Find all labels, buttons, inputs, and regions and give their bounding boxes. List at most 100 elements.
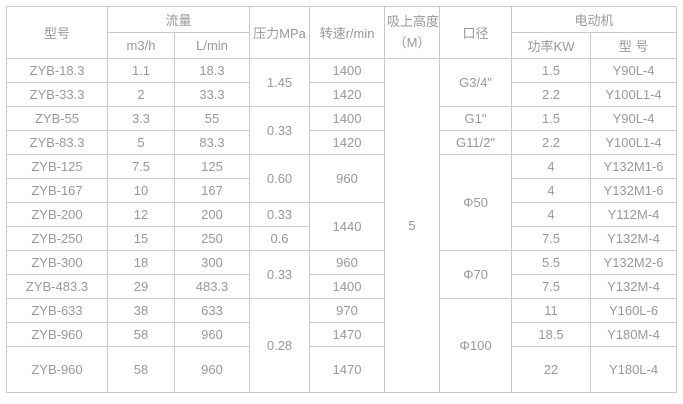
model-cell: ZYB-125 (6, 154, 108, 179)
flow-lmin-cell: 55 (173, 106, 251, 131)
table-row: ZYB-167 10 167 4 Y132M1-6 (6, 178, 678, 203)
speed-cell: 1400 (309, 58, 386, 83)
motor-power-cell: 7.5 (511, 226, 592, 251)
table-row: ZYB-483.3 29 483.3 1400 7.5 Y132M-4 (6, 274, 678, 299)
diameter-cell: Φ50 (439, 154, 513, 251)
model-cell: ZYB-960 (6, 322, 108, 347)
motor-model-cell: Y160L-6 (590, 298, 678, 323)
model-cell: ZYB-167 (6, 178, 108, 203)
speed-cell: 1420 (309, 82, 386, 107)
model-cell: ZYB-300 (6, 250, 108, 275)
flow-lmin-cell: 250 (173, 226, 251, 251)
flow-m3h-cell: 12 (107, 202, 175, 227)
model-cell: ZYB-483.3 (6, 274, 108, 299)
table-row: ZYB-633 38 633 0.28 970 Φ100 11 Y160L-6 (6, 298, 678, 393)
header-speed: 转速r/min (309, 6, 386, 59)
header-diameter: 口径 (439, 6, 513, 59)
motor-model-cell: Y132M-4 (590, 274, 678, 299)
diameter-cell: G3/4" (439, 58, 513, 107)
flow-m3h-cell: 10 (107, 178, 175, 203)
table-row: ZYB-960 58 960 1470 22 Y180L-4 (6, 346, 678, 393)
header-flow-lmin: L/min (173, 32, 251, 59)
motor-model-cell: Y90L-4 (590, 58, 678, 83)
flow-lmin-cell: 960 (173, 322, 251, 347)
motor-model-cell: Y100L1-4 (590, 82, 678, 107)
flow-m3h-cell: 1.1 (107, 58, 175, 83)
header-row-1: 型号 流量 压力MPa 转速r/min 吸上高度 （M） 口径 电动机 (6, 6, 678, 59)
model-cell: ZYB-633 (6, 298, 108, 323)
motor-power-cell: 22 (511, 346, 592, 393)
speed-cell: 960 (309, 250, 386, 275)
flow-m3h-cell: 58 (107, 346, 175, 393)
flow-lmin-cell: 200 (173, 202, 251, 227)
flow-m3h-cell: 38 (107, 298, 175, 323)
pressure-cell: 0.6 (249, 226, 311, 251)
header-suction-line2: （M） (393, 34, 431, 50)
model-cell: ZYB-83.3 (6, 130, 108, 155)
model-cell: ZYB-250 (6, 226, 108, 251)
pressure-cell: 0.33 (249, 250, 311, 299)
header-flow-m3h: m3/h (107, 32, 175, 59)
motor-model-cell: Y90L-4 (590, 106, 678, 131)
speed-cell: 1470 (309, 322, 386, 347)
motor-model-cell: Y132M1-6 (590, 154, 678, 179)
table-row: ZYB-125 7.5 125 0.60 960 Φ50 4 Y132M1-6 (6, 154, 678, 251)
motor-power-cell: 4 (511, 178, 592, 203)
table-body: ZYB-18.3 1.1 18.3 1.45 1400 5 G3/4" 1.5 Y90L-4 ZY… (6, 58, 678, 393)
motor-power-cell: 7.5 (511, 274, 592, 299)
pressure-cell: 1.45 (249, 58, 311, 107)
motor-power-cell: 1.5 (511, 58, 592, 83)
table-row: ZYB-33.3 2 33.3 1420 2.2 Y100L1-4 (6, 82, 678, 107)
header-model: 型号 (6, 6, 108, 59)
diameter-cell: Φ100 (439, 298, 513, 393)
flow-m3h-cell: 18 (107, 250, 175, 275)
model-cell: ZYB-200 (6, 202, 108, 227)
speed-cell: 1400 (309, 106, 386, 131)
flow-lmin-cell: 167 (173, 178, 251, 203)
motor-power-cell: 4 (511, 154, 592, 179)
flow-lmin-cell: 483.3 (173, 274, 251, 299)
pressure-cell: 0.60 (249, 154, 311, 203)
model-cell: ZYB-33.3 (6, 82, 108, 107)
suction-height-cell: 5 (384, 58, 441, 393)
speed-cell: 1420 (309, 130, 386, 155)
pressure-cell: 0.28 (249, 298, 311, 393)
model-cell: ZYB-55 (6, 106, 108, 131)
motor-power-cell: 1.5 (511, 106, 592, 131)
pump-spec-table: 型号 流量 压力MPa 转速r/min 吸上高度 （M） 口径 电动机 m3/h… (6, 6, 678, 393)
flow-m3h-cell: 15 (107, 226, 175, 251)
table-row: ZYB-960 58 960 1470 18.5 Y180M-4 (6, 322, 678, 347)
table-row: ZYB-300 18 300 0.33 960 Φ70 5.5 Y132M2-6 (6, 250, 678, 299)
header-motor: 电动机 (511, 6, 678, 33)
motor-model-cell: Y180L-4 (590, 346, 678, 393)
flow-m3h-cell: 2 (107, 82, 175, 107)
diameter-cell: G11/2" (439, 130, 513, 155)
flow-lmin-cell: 960 (173, 346, 251, 393)
table-header: 型号 流量 压力MPa 转速r/min 吸上高度 （M） 口径 电动机 m3/h… (6, 6, 678, 59)
motor-model-cell: Y132M-4 (590, 226, 678, 251)
flow-lmin-cell: 33.3 (173, 82, 251, 107)
flow-m3h-cell: 7.5 (107, 154, 175, 179)
motor-model-cell: Y132M2-6 (590, 250, 678, 275)
diameter-cell: Φ70 (439, 250, 513, 299)
header-suction-height: 吸上高度 （M） (384, 6, 441, 59)
pressure-cell: 0.33 (249, 106, 311, 155)
header-pressure: 压力MPa (249, 6, 311, 59)
speed-cell: 1440 (309, 202, 386, 251)
header-flow: 流量 (106, 6, 251, 33)
motor-power-cell: 2.2 (511, 82, 592, 107)
header-motor-model: 型 号 (590, 32, 678, 59)
motor-power-cell: 11 (511, 298, 592, 323)
table-row: ZYB-83.3 5 83.3 1420 G11/2" 2.2 Y100L1-4 (6, 130, 678, 155)
speed-cell: 960 (309, 154, 386, 203)
flow-m3h-cell: 29 (107, 274, 175, 299)
flow-lmin-cell: 300 (173, 250, 251, 275)
motor-power-cell: 2.2 (511, 130, 592, 155)
motor-model-cell: Y112M-4 (590, 202, 678, 227)
motor-model-cell: Y180M-4 (590, 322, 678, 347)
flow-m3h-cell: 3.3 (107, 106, 175, 131)
flow-lmin-cell: 83.3 (173, 130, 251, 155)
pressure-cell: 0.33 (249, 202, 311, 227)
motor-power-cell: 5.5 (511, 250, 592, 275)
